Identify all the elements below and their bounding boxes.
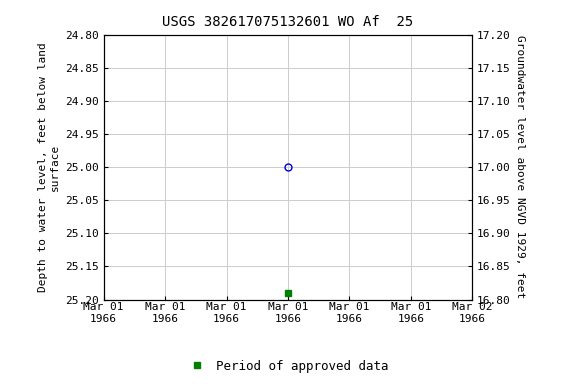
Legend: Period of approved data: Period of approved data [183, 355, 393, 378]
Title: USGS 382617075132601 WO Af  25: USGS 382617075132601 WO Af 25 [162, 15, 414, 29]
Y-axis label: Groundwater level above NGVD 1929, feet: Groundwater level above NGVD 1929, feet [515, 35, 525, 299]
Y-axis label: Depth to water level, feet below land
surface: Depth to water level, feet below land su… [38, 42, 59, 292]
